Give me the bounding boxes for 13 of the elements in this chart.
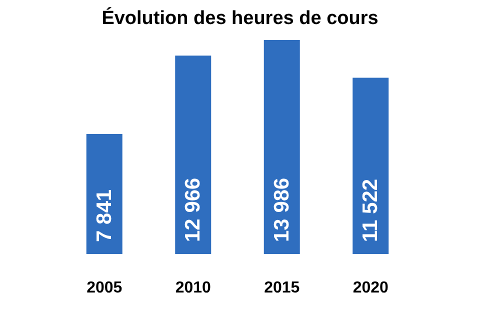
bar xyxy=(264,40,300,254)
data-label: 13 986 xyxy=(270,178,294,242)
chart-title: Évolution des heures de cours xyxy=(102,7,378,29)
x-tick-label: 2010 xyxy=(175,280,212,296)
bar xyxy=(352,78,389,254)
x-tick-label: 2020 xyxy=(352,280,389,296)
data-label: 11 522 xyxy=(359,178,382,242)
data-label: 7 841 xyxy=(92,189,116,242)
bar xyxy=(175,56,212,254)
x-tick-label: 2005 xyxy=(86,280,122,296)
x-tick-label: 2015 xyxy=(264,280,300,296)
data-label: 12 966 xyxy=(182,178,205,242)
bar xyxy=(86,134,122,254)
